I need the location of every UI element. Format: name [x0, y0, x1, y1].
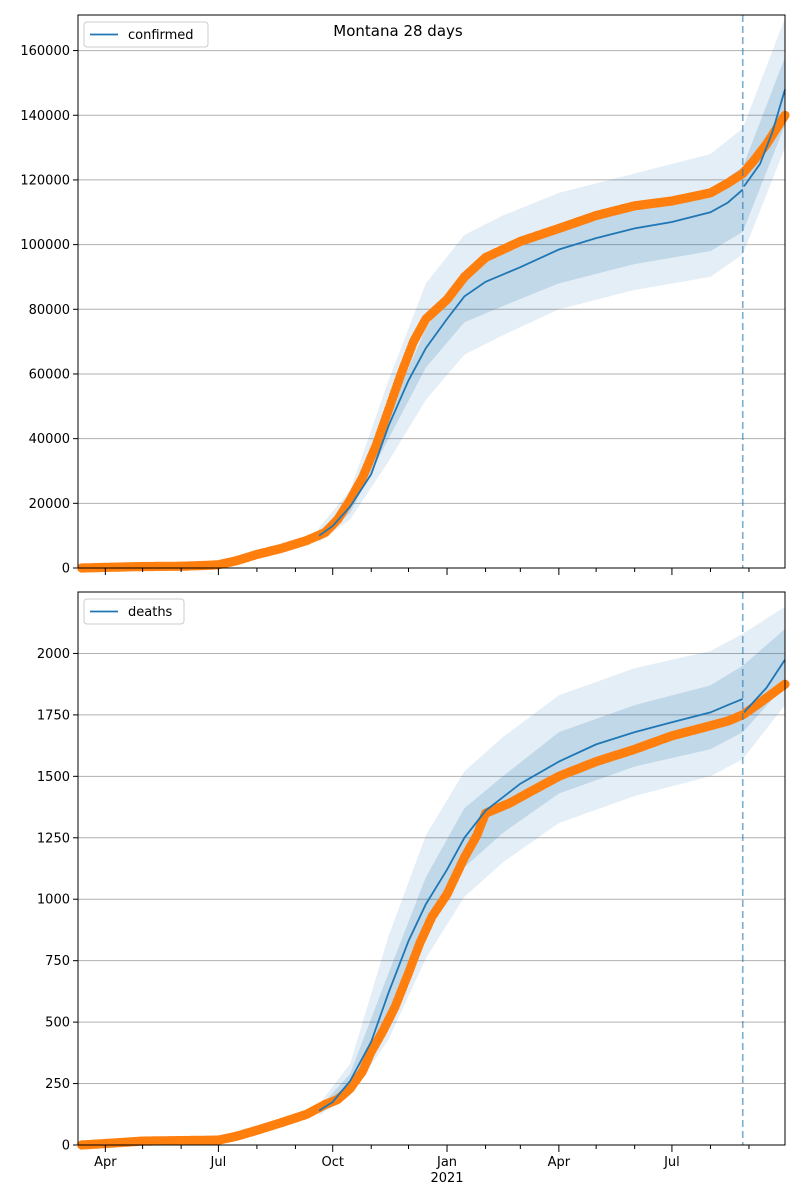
deaths-panel: 0 250 500 750 1000 1250 1500 1750 2000 Apr Jul Oct J… — [37, 591, 790, 1186]
legend-box — [83, 21, 209, 48]
band-inner — [319, 628, 785, 1113]
y-tick-label: 80000 — [29, 303, 70, 318]
y-tick-label: 100000 — [20, 238, 70, 253]
model-line — [318, 698, 744, 1112]
y-tick-label: 140000 — [20, 109, 70, 124]
legend-label: confirmed — [128, 28, 194, 43]
chart-title: Montana 28 days — [333, 22, 463, 40]
axes-frame — [77, 14, 786, 569]
y-tick-label: 0 — [62, 562, 70, 577]
model-line — [743, 659, 786, 714]
x-tick-label: Apr — [94, 1155, 117, 1170]
y-tick-label: 2000 — [37, 647, 70, 662]
x-tick-label: Oct — [321, 1155, 343, 1170]
band-outer — [319, 18, 785, 543]
model-line — [743, 89, 786, 187]
y-tick-label: 500 — [45, 1016, 70, 1031]
x-year-label: 2021 — [430, 1171, 463, 1186]
y-tick-label: 40000 — [29, 432, 70, 447]
axes-frame — [77, 591, 786, 1146]
x-tick-label: Jul — [663, 1155, 680, 1170]
confirmed-panel: 0 20000 40000 60000 80000 100000 120000 140000 1… — [20, 14, 790, 577]
x-tick-label: Jul — [210, 1155, 227, 1170]
x-tick-label: Jan — [436, 1155, 457, 1170]
y-tick-label: 20000 — [29, 497, 70, 512]
y-tick-label: 120000 — [20, 173, 70, 188]
y-tick-label: 0 — [62, 1139, 70, 1154]
y-tick-label: 1000 — [37, 893, 70, 908]
y-tick-label: 1750 — [37, 708, 70, 723]
x-tick-label: Apr — [548, 1155, 571, 1170]
y-tick-label: 160000 — [20, 44, 70, 59]
y-tick-label: 60000 — [29, 367, 70, 382]
y-tick-label: 250 — [45, 1077, 70, 1092]
y-tick-label: 750 — [45, 954, 70, 969]
model-line — [318, 188, 744, 537]
confirmed-legend: confirmed — [83, 21, 209, 48]
legend-label: deaths — [128, 605, 173, 620]
legend-box — [83, 598, 185, 625]
y-tick-label: 1250 — [37, 831, 70, 846]
deaths-legend: deaths — [83, 598, 185, 625]
y-tick-label: 1500 — [37, 770, 70, 785]
